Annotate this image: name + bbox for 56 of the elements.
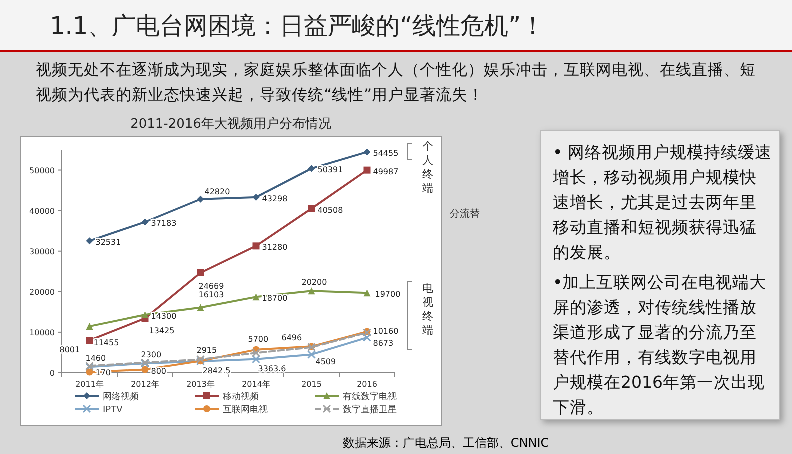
x-tick-label: 2014年	[242, 380, 270, 389]
x-tick-label: 2016	[357, 380, 378, 389]
data-label: 50391	[318, 166, 344, 175]
data-label: 2842.5	[202, 366, 231, 376]
data-label: 42820	[204, 187, 230, 196]
data-label: 49987	[373, 167, 399, 176]
data-label: 14300	[151, 312, 177, 322]
data-label: 1460	[86, 354, 106, 364]
data-label: 8673	[373, 338, 394, 348]
text: 个人终端	[422, 140, 434, 195]
chart-title: 1.1、广电台网困境：日益严峻的“线性危机”！	[50, 11, 546, 42]
data-label: 5700	[248, 334, 269, 344]
legend-label: 网络视频	[103, 392, 139, 402]
data-label: 13425	[149, 326, 175, 336]
y-tick-label: 40000	[30, 206, 55, 216]
data-label: 8001	[60, 346, 80, 355]
data-label: 11455	[94, 338, 120, 348]
text: •加上互联网公司在电视端大屏的渗透，对传统线性播放渠道形成了显著的分流乃至替代作用，有线数字电视用户规模在2016年第一次出现下滑。	[553, 272, 768, 419]
data-label: 37183	[151, 219, 177, 228]
data-label: 18700	[262, 294, 288, 304]
y-tick-label: 20000	[30, 288, 55, 297]
data-label: 24669	[198, 282, 224, 291]
data-label: 800	[151, 366, 167, 376]
text: 电视终端	[422, 282, 434, 337]
x-tick-label: 2013年	[186, 380, 215, 389]
text: • 网络视频用户规模持续缓速增长，移动视频用户规模快速增长，尤其是过去两年里移动直播和短视频获得迅猛的发展。	[553, 142, 773, 264]
legend-label: 互联网电视	[223, 404, 268, 416]
data-label: 10160	[373, 326, 399, 336]
source-note: 数据来源：广电总局、工信部、CNNIC	[342, 435, 550, 452]
y-tick-label: 10000	[30, 328, 55, 338]
data-label: 43298	[262, 194, 288, 204]
legend-label: 移动视频	[223, 392, 259, 402]
chart-subtitle: 2011-2016年大视频用户分布情况	[130, 116, 332, 134]
y-tick-label: 0	[50, 369, 55, 378]
text: 分流替	[450, 208, 480, 220]
x-tick-label: 2015	[302, 380, 322, 389]
legend-label: 数字直播卫星	[343, 404, 397, 416]
data-label: 3363.6	[258, 364, 286, 374]
data-label: 20200	[302, 278, 328, 288]
data-label: 2915	[196, 346, 218, 356]
x-tick-label: 2011年	[76, 380, 104, 389]
text: 视频无处不在逐渐成为现实，家庭娱乐整体面临个人（个性化）娱乐冲击，互联网电视、在线直播、短视频为代表的新业态快速兴起，导致传统“线性”用户显著流失！	[35, 60, 757, 106]
y-tick-label: 30000	[30, 247, 55, 256]
y-tick-label: 50000	[30, 166, 55, 176]
data-label: 31280	[262, 243, 288, 252]
data-label: 6496	[282, 334, 302, 343]
data-label: 40508	[318, 206, 344, 215]
data-label: 16103	[198, 290, 224, 300]
data-label: 2300	[141, 350, 162, 360]
legend-label: IPTV	[103, 406, 124, 416]
data-label: 32531	[96, 238, 122, 248]
data-label: 54455	[373, 149, 399, 158]
x-tick-label: 2012年	[131, 380, 160, 389]
data-label: 19700	[375, 290, 401, 300]
data-label: 4509	[316, 358, 336, 367]
legend-label: 有线数字电视	[343, 392, 397, 402]
